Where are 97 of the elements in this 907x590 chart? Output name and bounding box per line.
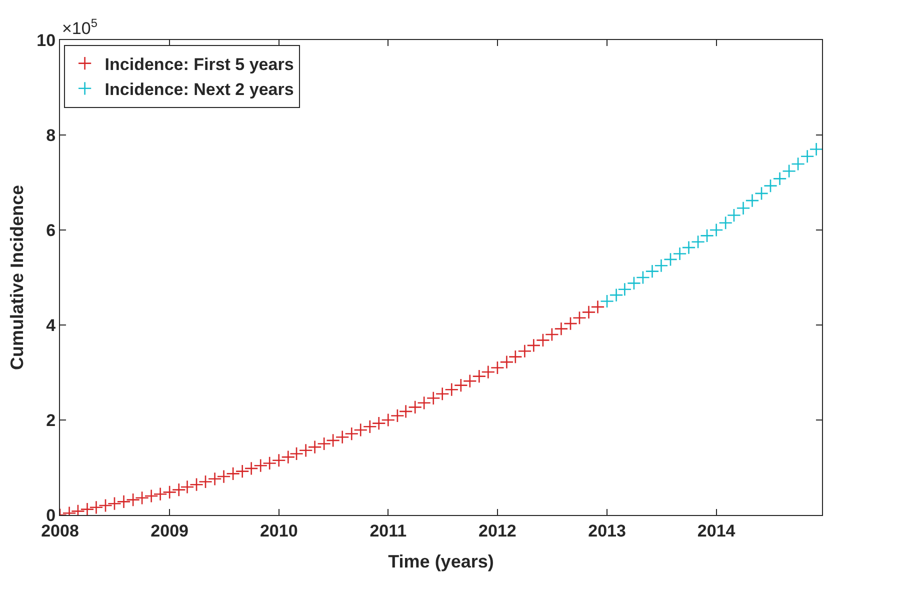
point xyxy=(654,258,668,273)
point xyxy=(335,430,350,444)
point xyxy=(281,450,296,464)
point xyxy=(226,466,240,481)
point xyxy=(700,228,714,243)
point xyxy=(89,500,104,514)
point xyxy=(172,482,186,497)
point xyxy=(444,382,459,397)
point xyxy=(800,149,814,164)
point xyxy=(636,270,650,284)
y-tick-label: 6 xyxy=(46,220,56,240)
point xyxy=(481,365,496,379)
x-tick-label: 2013 xyxy=(588,521,626,540)
point xyxy=(108,496,122,511)
point xyxy=(190,478,204,492)
point xyxy=(417,396,432,410)
point xyxy=(308,440,322,454)
point xyxy=(736,201,750,216)
x-tick-label: 2012 xyxy=(478,521,516,540)
point xyxy=(526,338,541,352)
point xyxy=(764,178,778,193)
point xyxy=(618,282,632,296)
point xyxy=(208,472,222,486)
point xyxy=(135,490,149,505)
y-tick-label: 8 xyxy=(46,126,56,145)
point xyxy=(518,344,532,358)
x-tick-label: 2010 xyxy=(260,521,298,540)
point xyxy=(235,464,250,478)
point xyxy=(162,485,177,500)
point xyxy=(326,433,340,448)
point xyxy=(290,446,304,461)
point xyxy=(198,474,212,489)
point xyxy=(609,288,624,302)
point xyxy=(754,186,768,200)
point xyxy=(435,386,450,401)
point xyxy=(144,489,158,503)
point xyxy=(153,487,168,502)
point xyxy=(216,470,231,484)
y-tick-label: 4 xyxy=(46,316,56,335)
point xyxy=(381,413,396,427)
point xyxy=(426,391,440,406)
point xyxy=(398,404,413,418)
point xyxy=(664,252,678,266)
point xyxy=(572,310,586,325)
point xyxy=(362,420,377,434)
y-tick-label: 10 xyxy=(36,30,56,50)
point xyxy=(782,164,796,178)
y-axis-title: Cumulative Incidence xyxy=(6,184,27,370)
point xyxy=(354,423,368,437)
point xyxy=(272,453,286,468)
point xyxy=(254,458,268,473)
point xyxy=(262,456,277,470)
point xyxy=(317,436,332,451)
point xyxy=(508,350,522,364)
point xyxy=(244,462,258,476)
point xyxy=(344,426,359,441)
point xyxy=(472,369,486,384)
point xyxy=(390,408,404,423)
point xyxy=(500,355,514,369)
point xyxy=(554,322,568,336)
point xyxy=(126,492,140,507)
point xyxy=(180,480,194,494)
point xyxy=(682,240,696,255)
point xyxy=(80,502,94,515)
point xyxy=(544,328,559,342)
point xyxy=(709,223,724,237)
point xyxy=(536,333,550,348)
point xyxy=(727,208,741,222)
x-tick-label: 2011 xyxy=(370,521,407,540)
point xyxy=(462,374,477,388)
point xyxy=(372,416,386,430)
point xyxy=(582,305,596,320)
x-axis-title: Time (years) xyxy=(388,552,494,572)
point xyxy=(98,498,112,512)
point xyxy=(745,194,760,208)
text: ×10$^{5}$ xyxy=(62,16,98,38)
point xyxy=(691,234,705,249)
point xyxy=(772,172,787,186)
point xyxy=(408,400,422,414)
point xyxy=(672,246,687,261)
point xyxy=(718,216,733,230)
point xyxy=(590,300,605,314)
x-tick-label: 2014 xyxy=(697,521,736,540)
point xyxy=(490,360,504,375)
point xyxy=(600,294,614,308)
point xyxy=(627,276,641,290)
point xyxy=(809,142,822,156)
x-tick-label: 2009 xyxy=(150,521,188,540)
point xyxy=(645,264,660,278)
point xyxy=(564,316,578,331)
point xyxy=(116,494,131,509)
point xyxy=(298,443,313,458)
legend-label: Incidence: Next 2 years xyxy=(104,80,294,100)
legend-label: Incidence: First 5 years xyxy=(104,54,294,74)
y-tick-label: 2 xyxy=(46,410,56,430)
point xyxy=(454,378,468,392)
point xyxy=(791,157,805,171)
